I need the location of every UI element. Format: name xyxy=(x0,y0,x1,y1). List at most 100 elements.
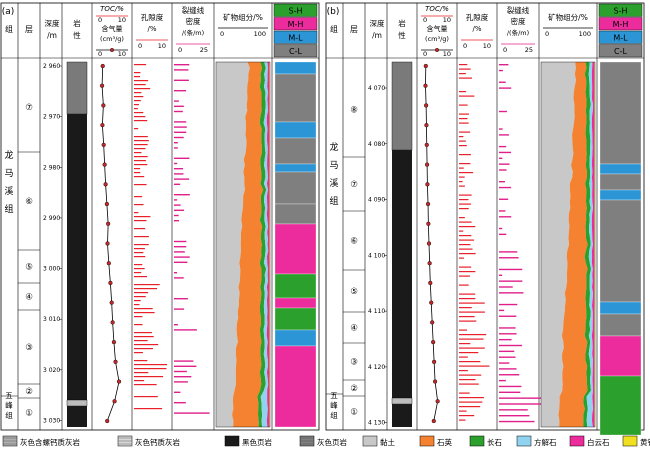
fracture-bar xyxy=(174,412,210,414)
header-porosity: 孔隙度 xyxy=(141,12,164,22)
toc-zero: 0 xyxy=(423,16,427,24)
toc-point xyxy=(424,142,429,147)
panel-tag: (b) xyxy=(327,7,340,17)
porosity-bar xyxy=(459,77,473,79)
porosity-bar xyxy=(134,212,139,214)
layer-label: ② xyxy=(25,387,33,397)
fracture-bar xyxy=(174,110,183,113)
layer-label: ④ xyxy=(350,324,358,334)
porosity-bar xyxy=(134,272,142,274)
porosity-bar xyxy=(459,401,483,403)
fracture-bar xyxy=(499,350,515,353)
lith-black-shale xyxy=(67,114,87,400)
toc-point xyxy=(425,201,431,207)
header-frac-2: 密度 xyxy=(511,16,526,26)
mineral-zero: 0 xyxy=(220,30,224,38)
porosity-bar xyxy=(459,311,485,313)
porosity-bar xyxy=(459,284,469,286)
fracture-bar xyxy=(499,134,509,136)
fracture-bar xyxy=(174,214,179,217)
porosity-bar xyxy=(134,300,141,302)
lith-limestone xyxy=(391,397,413,405)
facies-c-l xyxy=(599,199,642,303)
porosity-bar xyxy=(134,340,148,342)
toc-point xyxy=(102,162,107,167)
porosity-bar xyxy=(134,204,144,206)
fracture-bar xyxy=(499,227,503,230)
header-content-unit: (cm³/g) xyxy=(425,35,449,43)
fracture-bar xyxy=(174,79,189,81)
toc-point xyxy=(423,63,428,69)
porosity-bar xyxy=(134,128,139,130)
toc-point xyxy=(104,201,109,207)
layer-label: ⑥ xyxy=(25,197,33,207)
porosity-bar xyxy=(459,361,481,363)
fracture-bar xyxy=(174,204,181,206)
fracture-bar xyxy=(174,240,187,243)
porosity-bar xyxy=(134,376,164,378)
porosity-bar xyxy=(459,356,468,358)
legend-swatch xyxy=(419,435,435,447)
layer-label: ⑦ xyxy=(350,180,358,190)
facies-legend-m-h xyxy=(273,17,318,31)
porosity-bar xyxy=(459,221,472,223)
porosity-bar xyxy=(134,80,149,82)
layer-label: ④ xyxy=(25,293,33,303)
legend-label: 灰色含螺钙质灰岩 xyxy=(20,437,80,447)
porosity-bar xyxy=(134,136,148,138)
porosity-bar xyxy=(134,88,151,90)
mineral-calcite xyxy=(260,62,269,427)
porosity-bar xyxy=(459,239,475,241)
fracture-bar xyxy=(174,142,178,144)
porosity-bar xyxy=(134,72,141,74)
porosity-bar xyxy=(459,217,465,219)
porosity-bar xyxy=(459,208,469,210)
porosity-bar xyxy=(134,348,153,350)
fracture-bar xyxy=(174,365,197,367)
porosity-bar xyxy=(134,244,149,246)
lith-black-shale-bottom xyxy=(67,406,87,427)
layer-label: ③ xyxy=(25,343,33,353)
header-depth: 深度 xyxy=(370,18,385,28)
depth-label: 3 020 xyxy=(43,367,60,374)
fracture-bar xyxy=(499,251,518,253)
formation-longmaxi-char: 溪 xyxy=(4,185,13,197)
header-frac: 裂缝线 xyxy=(507,5,530,15)
toc-point xyxy=(429,300,434,305)
fracture-bar xyxy=(174,381,188,383)
porosity-bar xyxy=(459,145,467,147)
fracture-bar xyxy=(174,272,178,274)
header-lith-2: 性 xyxy=(73,30,81,40)
fracture-bar xyxy=(174,370,187,373)
frac-max: 25 xyxy=(200,46,208,54)
porosity-bar xyxy=(134,96,144,98)
depth-label: 4 070 xyxy=(368,85,385,92)
toc-point xyxy=(423,83,428,88)
fracture-bar xyxy=(499,385,522,388)
legend-label: 黑色页岩 xyxy=(242,437,272,447)
porosity-bar xyxy=(459,199,469,201)
header-porosity: 孔隙度 xyxy=(466,12,489,22)
content-zero: 0 xyxy=(98,50,102,58)
toc-point xyxy=(424,162,430,167)
porosity-bar xyxy=(134,112,144,114)
legend-label: 石英 xyxy=(437,437,452,447)
porosity-bar xyxy=(459,248,473,250)
layer-label: ⑧ xyxy=(350,106,358,116)
fracture-bar xyxy=(499,81,506,83)
header-lith: 岩 xyxy=(73,18,81,28)
mineral-frame xyxy=(215,61,271,428)
porosity-bar xyxy=(459,176,465,178)
porosity-bar xyxy=(134,312,155,314)
porosity-bar xyxy=(134,160,146,162)
panel-frame xyxy=(325,2,645,431)
fracture-bar xyxy=(174,64,190,66)
fracture-bar xyxy=(174,256,190,258)
porosity-bar xyxy=(459,181,463,183)
facies-m-h xyxy=(274,297,317,309)
porosity-bar xyxy=(459,140,466,142)
porosity-bar xyxy=(134,360,148,362)
fracture-bar xyxy=(174,391,181,393)
mineral-clay xyxy=(541,62,577,427)
